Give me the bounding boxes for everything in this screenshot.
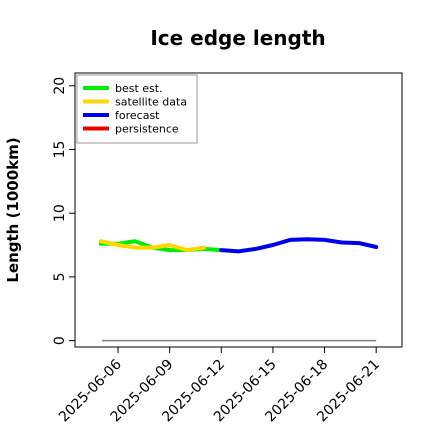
chart-title: Ice edge length <box>150 26 325 50</box>
series-line-forecast <box>219 237 379 254</box>
series-line-satellite-data <box>98 239 207 253</box>
y-axis-label: Length (1000km) <box>4 137 22 282</box>
legend: best est.satellite dataforecastpersisten… <box>76 74 198 144</box>
legend-label: forecast <box>115 109 160 122</box>
y-tick-label: 20 <box>52 77 68 95</box>
y-tick-label: 0 <box>52 336 68 345</box>
legend-label: best est. <box>115 82 163 95</box>
y-tick-label: 15 <box>52 141 68 159</box>
plot-area <box>98 237 379 342</box>
legend-label: satellite data <box>115 96 187 109</box>
y-tick-label: 10 <box>52 204 68 222</box>
legend-label: persistence <box>115 123 179 136</box>
plot-frame <box>74 72 403 348</box>
y-tick-label: 5 <box>52 272 68 281</box>
